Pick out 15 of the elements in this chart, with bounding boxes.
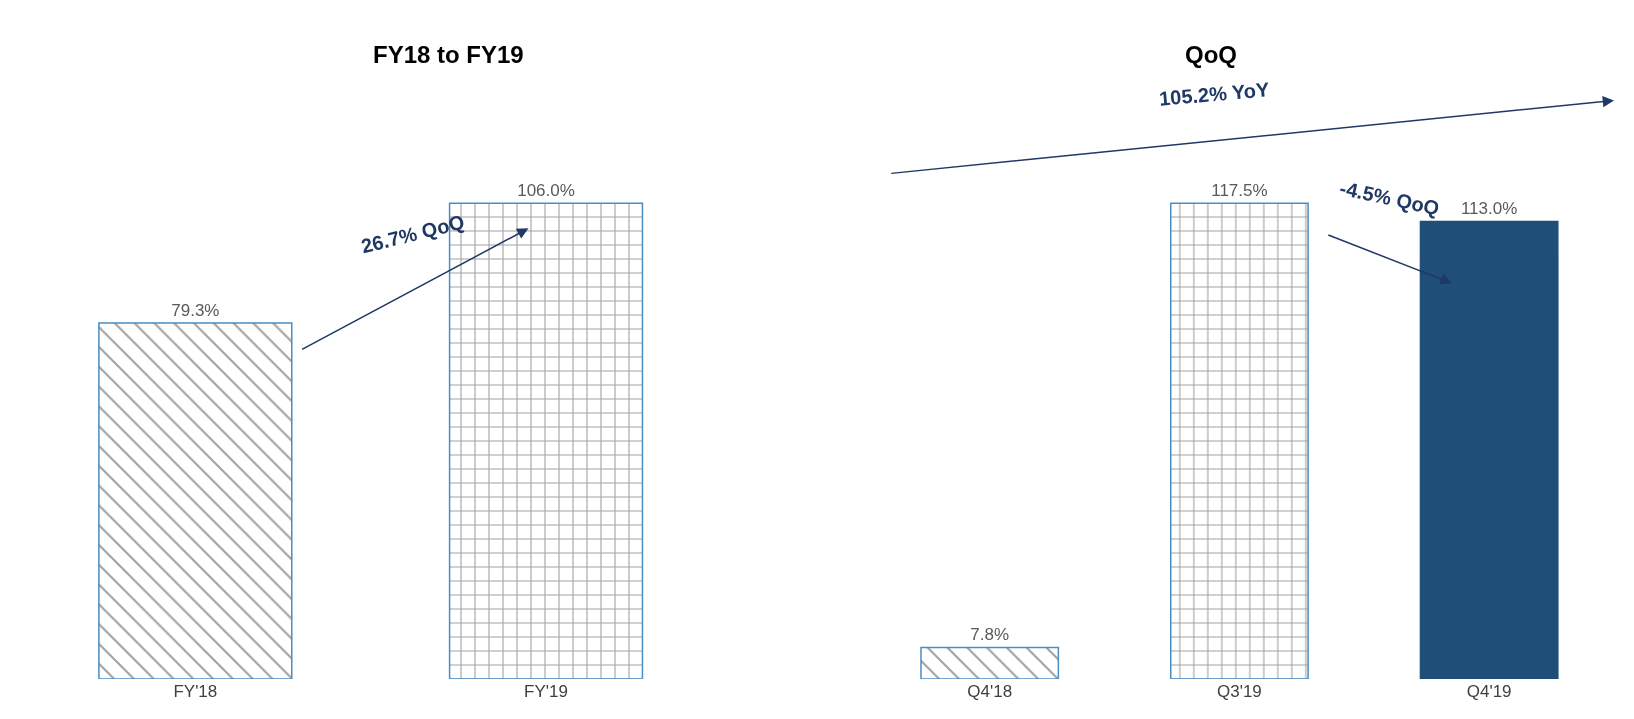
x-tick-label: Q4'18 [967, 682, 1013, 701]
data-label: 7.8% [970, 625, 1010, 645]
x-tick-label: FY'18 [173, 682, 218, 701]
annotation: 26.7% QoQ [358, 210, 467, 258]
x-tick-label: FY'19 [524, 682, 568, 701]
data-label: 117.5% [1211, 181, 1268, 201]
data-label: 113.0% [1460, 199, 1518, 219]
chart-title: FY18 to FY19 [373, 41, 524, 68]
x-tick-label: Q3'19 [1216, 682, 1262, 701]
data-label: 106.0% [517, 181, 575, 201]
text: 105.2% YoY [1158, 78, 1271, 110]
x-tick-label: Q4'19 [1466, 682, 1512, 701]
chart-title: QoQ [1185, 41, 1237, 68]
annotation: -4.5% QoQ [1337, 176, 1442, 220]
data-label: 79.3% [171, 301, 220, 321]
